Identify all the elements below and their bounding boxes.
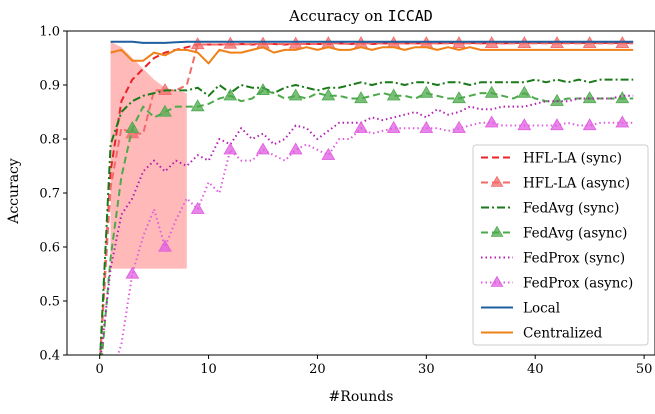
series-marker-3: [190, 99, 205, 112]
series-marker-5: [484, 115, 499, 128]
legend-label-5: FedProx (async): [523, 276, 633, 292]
legend-label-6: Local: [523, 301, 560, 317]
series-marker-3: [484, 85, 499, 98]
series-marker-1: [158, 83, 172, 96]
series-line-2: [99, 78, 634, 355]
series-marker-5: [582, 118, 597, 131]
plot-series-group: [99, 36, 634, 355]
series-marker-1: [288, 36, 303, 49]
y-tick-label: 0.8: [39, 133, 60, 148]
series-marker-5: [419, 120, 434, 133]
series-marker-3: [452, 91, 466, 104]
y-tick-label: 0.6: [39, 241, 60, 256]
series-marker-5: [615, 115, 630, 128]
plot-area: 0 10 20 30 40 50 0.4 0.5 0.6 0.7 0.8 0.9 1.0 HFL-LA (…: [39, 25, 655, 377]
shaded-region: [110, 41, 187, 269]
legend-label-1: HFL-LA (async): [523, 176, 630, 192]
legend: HFL-LA (sync) HFL-LA (async) FedAvg (sync)…: [472, 144, 649, 346]
legend-label-7: Centralized: [523, 326, 603, 342]
series-line-5: [116, 121, 634, 355]
series-marker-5: [125, 266, 140, 279]
series-marker-3: [550, 93, 564, 106]
series-line-7: [110, 46, 634, 65]
x-tick-label: 50: [636, 362, 653, 377]
series-marker-5: [550, 118, 564, 131]
legend-label-4: FedProx (sync): [523, 251, 625, 267]
x-tick-label: 30: [418, 362, 435, 377]
series-marker-5: [386, 120, 401, 133]
series-marker-5: [517, 118, 532, 131]
series-marker-3: [615, 91, 630, 104]
y-tick-label: 0.5: [39, 295, 60, 310]
series-marker-3: [517, 85, 532, 98]
series-marker-3: [223, 88, 238, 101]
x-tick-label: 40: [527, 362, 544, 377]
series-line-6: [110, 40, 634, 44]
series-marker-3: [386, 88, 401, 101]
x-tick-label: 10: [200, 362, 217, 377]
legend-label-2: FedAvg (sync): [523, 201, 619, 217]
series-marker-3: [354, 91, 368, 104]
legend-box: [472, 144, 649, 346]
series-marker-3: [582, 91, 597, 104]
series-marker-5: [223, 142, 238, 155]
series-marker-3: [125, 120, 140, 133]
series-marker-3: [158, 104, 172, 117]
legend-marker-5: [490, 275, 504, 287]
y-tick-label: 0.9: [39, 79, 60, 94]
x-tick-label: 20: [309, 362, 326, 377]
series-marker-1: [190, 37, 205, 50]
y-axis-label: Accuracy: [6, 158, 22, 225]
chart-title-prefix: Accuracy on: [288, 7, 388, 25]
legend-marker-1: [490, 175, 504, 187]
legend-label-3: FedAvg (async): [523, 226, 627, 242]
series-marker-5: [321, 147, 336, 160]
x-axis-label: #Rounds: [329, 389, 394, 405]
series-marker-3: [419, 85, 434, 98]
x-tick-label: 0: [96, 362, 104, 377]
series-marker-3: [321, 88, 336, 101]
y-tick-label: 0.4: [39, 349, 60, 364]
y-tick-label: 1.0: [39, 25, 60, 40]
series-marker-3: [288, 88, 303, 101]
legend-marker-3: [490, 225, 504, 237]
series-marker-5: [256, 142, 270, 155]
series-marker-3: [256, 83, 270, 96]
series-marker-5: [190, 201, 205, 214]
series-line-4: [99, 94, 634, 355]
chart-title: Accuracy on ICCAD: [288, 7, 433, 25]
series-marker-5: [288, 142, 303, 155]
series-line-1: [99, 42, 634, 355]
y-tick-label: 0.7: [39, 187, 60, 202]
series-marker-5: [354, 120, 368, 133]
legend-label-0: HFL-LA (sync): [523, 151, 622, 167]
series-line-0: [99, 41, 634, 355]
series-marker-1: [223, 36, 238, 49]
series-marker-5: [158, 239, 172, 252]
chart-title-dataset: ICCAD: [388, 7, 433, 25]
series-marker-5: [452, 120, 466, 133]
